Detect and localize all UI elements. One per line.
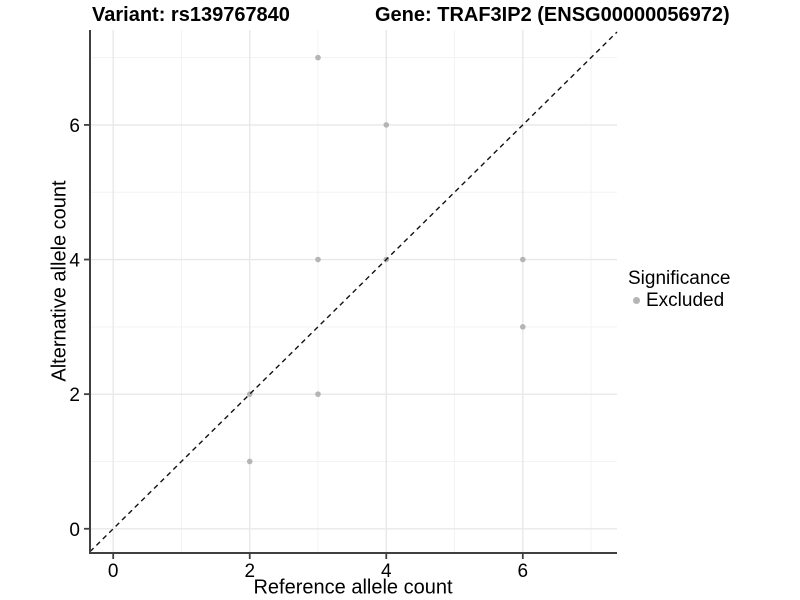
data-point — [246, 458, 253, 465]
data-point — [315, 256, 321, 263]
legend-item-excluded: Excluded — [628, 290, 730, 311]
y-tick-label: 6 — [69, 116, 80, 137]
y-tick-label: 4 — [69, 251, 80, 272]
x-tick-label: 6 — [518, 561, 529, 582]
legend-item-label: Excluded — [646, 290, 725, 311]
legend: Significance Excluded — [628, 268, 730, 311]
gene-title: Gene: TRAF3IP2 (ENSG00000056972) — [375, 4, 730, 26]
data-point — [315, 391, 321, 397]
x-tick-label: 2 — [244, 561, 255, 582]
data-point — [383, 122, 390, 128]
y-tick-label: 2 — [69, 385, 80, 406]
identity-line — [89, 31, 618, 553]
y-tick-label: 0 — [69, 520, 80, 541]
data-point — [519, 256, 526, 263]
x-tick-label: 4 — [381, 561, 392, 582]
x-axis-title: Reference allele count — [253, 576, 453, 599]
data-point — [519, 324, 526, 330]
legend-title: Significance — [628, 268, 731, 289]
data-point — [315, 54, 321, 61]
variant-title: Variant: rs139767840 — [92, 4, 290, 26]
x-tick-label: 0 — [108, 561, 119, 582]
excluded-marker-icon — [633, 297, 640, 304]
